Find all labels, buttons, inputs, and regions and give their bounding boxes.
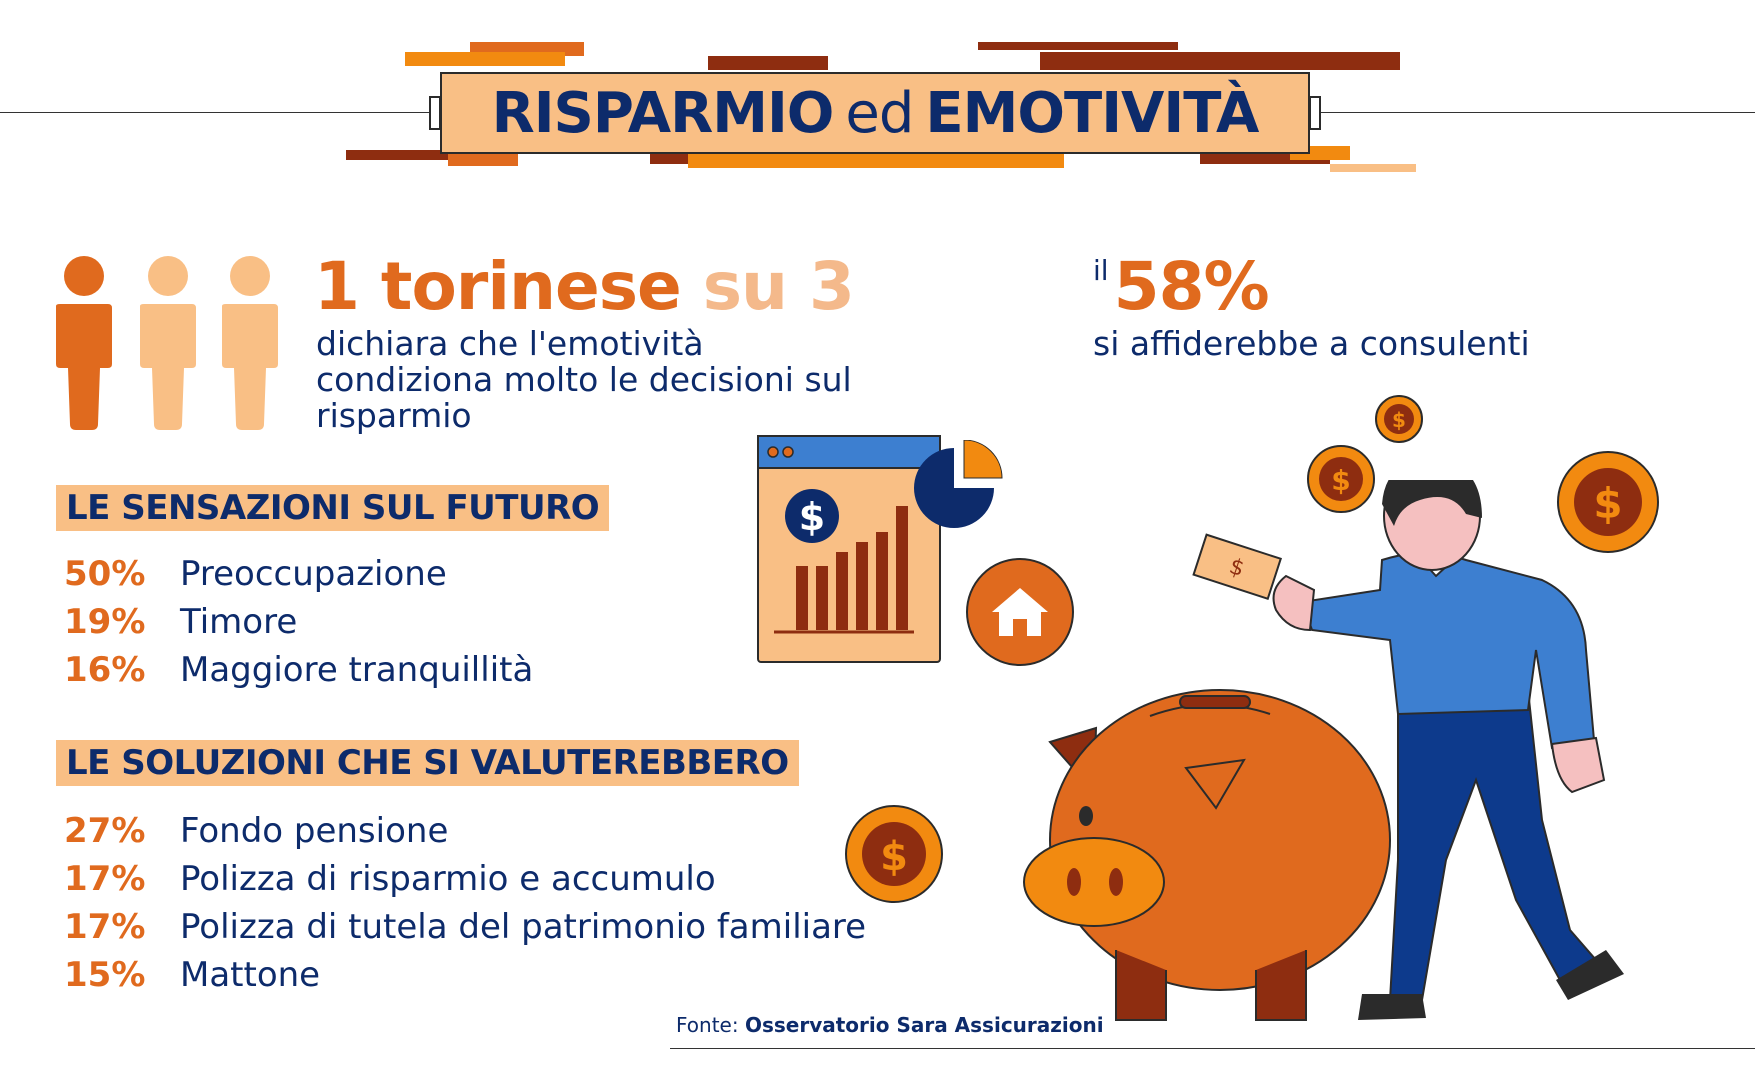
item-label: Timore [180, 602, 297, 642]
person-icon [56, 256, 112, 430]
list-item: 16% Maggiore tranquillità [64, 646, 533, 694]
title-part-1: RISPARMIO [492, 81, 834, 146]
item-label: Preoccupazione [180, 554, 447, 594]
person-icon [222, 256, 278, 430]
item-pct: 15% [64, 955, 180, 995]
consulenti-headline: il 58% [1093, 254, 1269, 320]
header-line-left [0, 112, 440, 113]
item-pct: 19% [64, 602, 180, 642]
title-part-2: ed [845, 81, 913, 146]
item-label: Fondo pensione [180, 811, 448, 851]
house-icon [964, 556, 1076, 668]
torinese-headline: 1 torinese su 3 [314, 254, 854, 320]
section-title-soluzioni: LE SOLUZIONI CHE SI VALUTEREBBERO [56, 740, 799, 786]
item-label: Polizza di tutela del patrimonio familia… [180, 907, 866, 947]
consulenti-description: si affiderebbe a consulenti [1093, 326, 1530, 362]
source-credit: Fonte: Osservatorio Sara Assicurazioni [676, 1013, 1104, 1037]
list-item: 17% Polizza di tutela del patrimonio fam… [64, 903, 866, 951]
section-title-sensazioni: LE SENSAZIONI SUL FUTURO [56, 485, 609, 531]
torinese-ratio: su 3 [703, 248, 854, 325]
list-item: 50% Preoccupazione [64, 550, 447, 598]
list-item: 15% Mattone [64, 951, 320, 999]
item-pct: 27% [64, 811, 180, 851]
title-part-3: EMOTIVITÀ [925, 81, 1258, 146]
page-title: RISPARMIO ed EMOTIVITÀ [440, 72, 1310, 154]
item-pct: 16% [64, 650, 180, 690]
man-illustration: $ [1176, 480, 1656, 1050]
consulenti-value: 58% [1114, 248, 1269, 325]
svg-text:$: $ [799, 495, 825, 539]
consulenti-prefix: il [1093, 254, 1109, 287]
svg-text:$: $ [1392, 408, 1406, 432]
dollar-coin-icon: $ [844, 804, 944, 904]
source-underline [670, 1048, 1755, 1049]
list-item: 17% Polizza di risparmio e accumulo [64, 855, 716, 903]
title-tab-right [1309, 96, 1321, 130]
dollar-coin-icon: $ [1374, 394, 1424, 444]
svg-text:$: $ [880, 834, 908, 880]
title-stripe [978, 42, 1178, 50]
header-line-right [1310, 112, 1755, 113]
title-stripe [1040, 52, 1400, 70]
pie-chart-icon [912, 440, 1008, 536]
title-stripe [1330, 164, 1416, 172]
source-name: Osservatorio Sara Assicurazioni [745, 1013, 1104, 1037]
torinese-description: dichiara che l'emotività condiziona molt… [316, 326, 886, 434]
item-label: Maggiore tranquillità [180, 650, 533, 690]
people-icons [50, 254, 290, 434]
item-pct: 17% [64, 907, 180, 947]
list-item: 19% Timore [64, 598, 297, 646]
item-label: Polizza di risparmio e accumulo [180, 859, 716, 899]
person-icon [140, 256, 196, 430]
title-stripe [708, 56, 828, 70]
source-prefix: Fonte: [676, 1013, 739, 1037]
item-pct: 50% [64, 554, 180, 594]
list-item: 27% Fondo pensione [64, 807, 448, 855]
title-stripe [448, 154, 518, 166]
torinese-main: 1 torinese [314, 248, 681, 325]
item-pct: 17% [64, 859, 180, 899]
item-label: Mattone [180, 955, 320, 995]
title-stripe [405, 52, 565, 66]
